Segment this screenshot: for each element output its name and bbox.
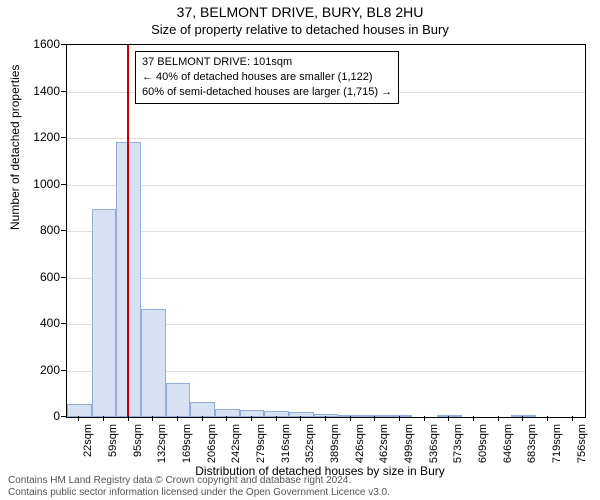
y-tick-label: 1000 bbox=[10, 177, 60, 191]
histogram-bar bbox=[338, 415, 363, 417]
y-tick-label: 1200 bbox=[10, 130, 60, 144]
x-tick-mark bbox=[202, 416, 203, 421]
histogram-chart: 37, BELMONT DRIVE, BURY, BL8 2HU Size of… bbox=[0, 0, 600, 500]
x-tick-mark bbox=[424, 416, 425, 421]
chart-title-sub: Size of property relative to detached ho… bbox=[0, 22, 600, 37]
x-tick-mark bbox=[522, 416, 523, 421]
histogram-bar bbox=[116, 142, 141, 418]
x-tick-mark bbox=[128, 416, 129, 421]
annotation-line-1: 37 BELMONT DRIVE: 101sqm bbox=[142, 55, 392, 70]
histogram-bar bbox=[511, 415, 536, 417]
property-marker-line bbox=[127, 45, 129, 417]
x-tick-mark bbox=[448, 416, 449, 421]
x-tick-mark bbox=[276, 416, 277, 421]
histogram-bar bbox=[92, 209, 117, 417]
x-tick-mark bbox=[103, 416, 104, 421]
annotation-line-2: ← 40% of detached houses are smaller (1,… bbox=[142, 70, 392, 85]
y-tick-label: 1600 bbox=[10, 37, 60, 51]
histogram-bar bbox=[190, 402, 215, 417]
plot-area: 37 BELMONT DRIVE: 101sqm ← 40% of detach… bbox=[66, 44, 586, 418]
histogram-bar bbox=[141, 309, 166, 417]
footer-line-2: Contains public sector information licen… bbox=[8, 487, 390, 499]
histogram-bar bbox=[166, 383, 191, 417]
x-tick-mark bbox=[325, 416, 326, 421]
gridline bbox=[67, 185, 585, 186]
x-tick-mark bbox=[547, 416, 548, 421]
x-tick-mark bbox=[473, 416, 474, 421]
y-tick-label: 200 bbox=[10, 363, 60, 377]
x-tick-mark bbox=[572, 416, 573, 421]
y-tick-label: 1400 bbox=[10, 84, 60, 98]
histogram-bar bbox=[264, 411, 289, 417]
gridline bbox=[67, 231, 585, 232]
histogram-bar bbox=[215, 409, 240, 417]
histogram-bar bbox=[289, 412, 314, 417]
y-tick-label: 0 bbox=[10, 409, 60, 423]
gridline bbox=[67, 138, 585, 139]
y-tick-label: 600 bbox=[10, 270, 60, 284]
histogram-bar bbox=[363, 415, 388, 417]
annotation-box: 37 BELMONT DRIVE: 101sqm ← 40% of detach… bbox=[135, 51, 399, 104]
x-tick-mark bbox=[498, 416, 499, 421]
x-tick-mark bbox=[251, 416, 252, 421]
x-tick-mark bbox=[300, 416, 301, 421]
footer-line-1: Contains HM Land Registry data © Crown c… bbox=[8, 475, 390, 487]
footer-attribution: Contains HM Land Registry data © Crown c… bbox=[8, 475, 390, 498]
x-tick-mark bbox=[399, 416, 400, 421]
y-tick-label: 800 bbox=[10, 223, 60, 237]
gridline bbox=[67, 278, 585, 279]
x-tick-mark bbox=[78, 416, 79, 421]
chart-title-main: 37, BELMONT DRIVE, BURY, BL8 2HU bbox=[0, 4, 600, 20]
histogram-bar bbox=[67, 404, 92, 417]
annotation-line-3: 60% of semi-detached houses are larger (… bbox=[142, 85, 392, 100]
x-tick-mark bbox=[152, 416, 153, 421]
x-tick-mark bbox=[374, 416, 375, 421]
x-tick-mark bbox=[350, 416, 351, 421]
histogram-bar bbox=[437, 415, 462, 417]
x-tick-mark bbox=[226, 416, 227, 421]
y-tick-label: 400 bbox=[10, 316, 60, 330]
x-tick-mark bbox=[177, 416, 178, 421]
